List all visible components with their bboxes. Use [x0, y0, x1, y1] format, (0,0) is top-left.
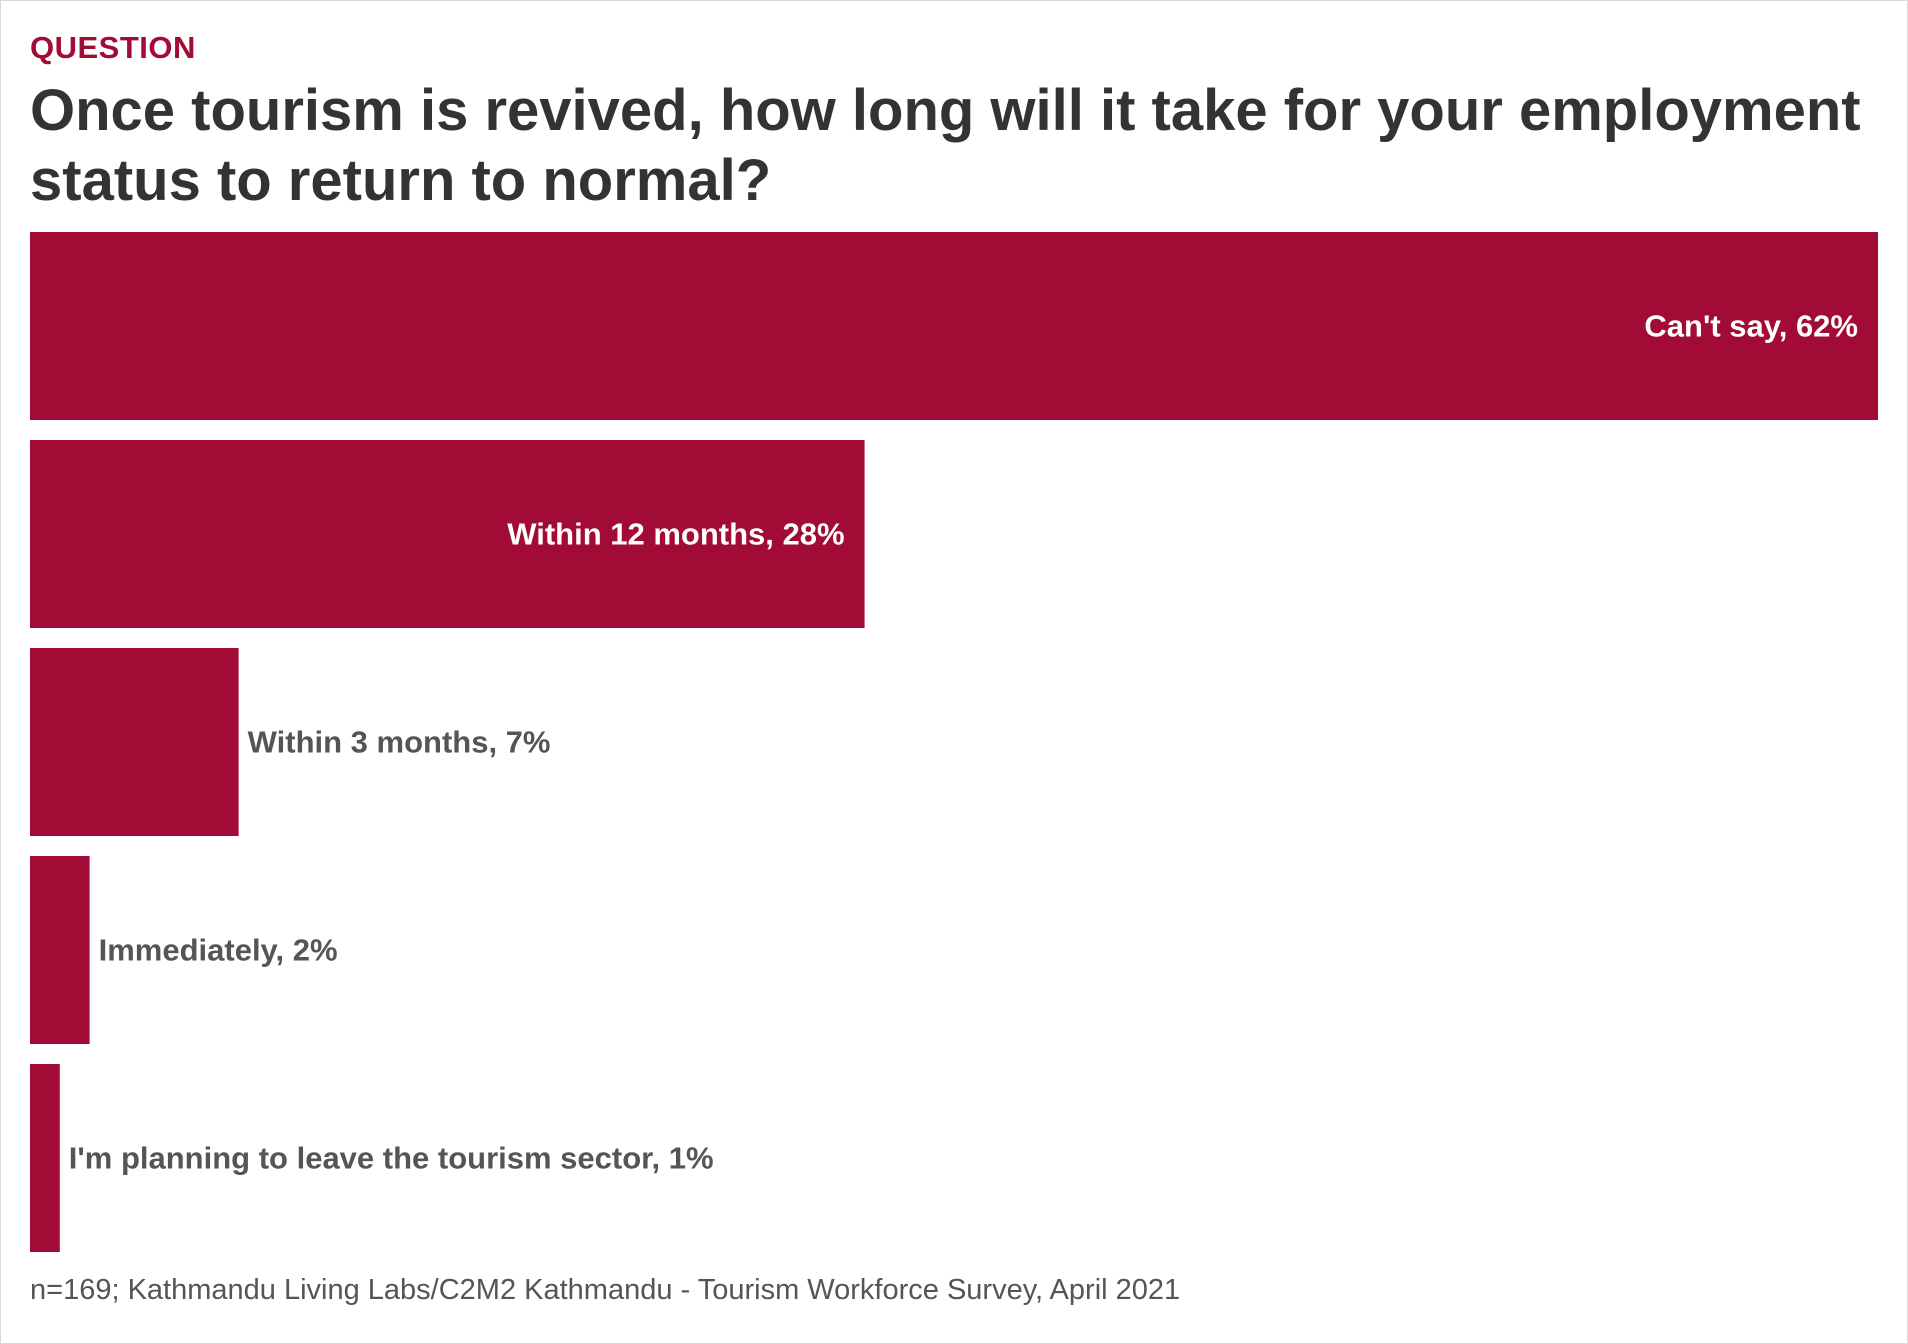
- bar-label-3: Immediately, 2%: [99, 933, 338, 968]
- question-kicker: QUESTION: [30, 30, 196, 65]
- bar-label-2: Within 3 months, 7%: [248, 725, 551, 760]
- bar-label-4: I'm planning to leave the tourism sector…: [69, 1141, 714, 1176]
- source-footnote: n=169; Kathmandu Living Labs/C2M2 Kathma…: [30, 1274, 1181, 1306]
- bar-3: [30, 856, 90, 1044]
- bar-1: [30, 440, 865, 628]
- chart-title: Once tourism is revived, how long will i…: [30, 78, 1861, 213]
- bar-4: [30, 1064, 60, 1252]
- bar-2: [30, 648, 239, 836]
- bar-label-0: Can't say, 62%: [1644, 309, 1858, 344]
- bar-label-1: Within 12 months, 28%: [507, 517, 844, 552]
- bar-0: [30, 232, 1878, 420]
